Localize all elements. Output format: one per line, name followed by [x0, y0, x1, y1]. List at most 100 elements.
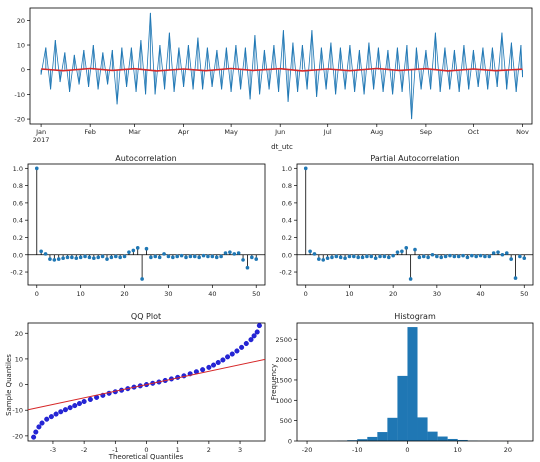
acf-marker — [78, 255, 83, 260]
acf-marker — [113, 254, 118, 259]
qq-ytick-label: 0 — [19, 381, 23, 389]
acf-marker — [153, 254, 158, 259]
acf-marker — [232, 252, 237, 256]
pacf-marker — [373, 256, 378, 261]
hist-bar — [347, 440, 358, 441]
pacf-marker — [518, 254, 522, 259]
qq-ytick-label: 20 — [15, 330, 23, 338]
acf-marker — [175, 254, 180, 259]
pacf-marker — [321, 258, 326, 262]
acf-marker — [250, 255, 254, 260]
pacf-marker — [474, 254, 478, 259]
pacf-xtick-label: 40 — [476, 290, 484, 298]
pacf-marker — [491, 251, 496, 255]
acf-panel: Autocorrelation -0.2 0.0 0.2 0.4 0.6 0.8 1.0 0 1… — [10, 154, 266, 298]
qq-reference-line — [27, 358, 266, 411]
qq-xtick-label: -3 — [50, 446, 56, 454]
pacf-marker — [483, 254, 487, 259]
acf-marker — [100, 254, 105, 259]
qq-point — [211, 362, 217, 368]
qq-point — [234, 348, 240, 354]
pacf-ytick-label: 0.2 — [282, 234, 292, 242]
qq-point — [36, 424, 42, 430]
acf-marker — [166, 254, 171, 259]
hist-ytick-label: 500 — [280, 417, 292, 425]
pacf-marker — [413, 247, 417, 252]
acf-marker — [96, 255, 101, 260]
timeseries-xtick-label: Jun — [274, 128, 285, 136]
hist-ylabel: Frequency — [270, 364, 278, 400]
acf-marker — [162, 252, 166, 256]
qq-ytick-label: 10 — [15, 355, 23, 363]
timeseries-ytick-label: 10 — [17, 42, 25, 50]
hist-panel: Histogram Frequency 0 500 1000 1500 2000 2500… — [270, 312, 534, 454]
timeseries-xtick-label: Apr — [178, 128, 190, 136]
qq-panel: QQ Plot Theoretical Quantiles Sample Qua… — [5, 312, 266, 461]
acf-marker — [223, 251, 228, 255]
pacf-frame — [296, 163, 534, 286]
acf-xtick-label: 40 — [208, 290, 216, 298]
hist-bar — [407, 327, 418, 441]
pacf-marker — [369, 254, 374, 259]
pacf-marker — [513, 276, 518, 280]
qq-ytick-label: -20 — [12, 432, 23, 440]
qq-point — [248, 337, 254, 343]
timeseries-xtick-label: Jul — [323, 128, 332, 136]
pacf-xtick-label: 30 — [433, 290, 441, 298]
pacf-marker — [456, 254, 461, 259]
pacf-marker — [435, 254, 439, 259]
pacf-marker — [461, 253, 465, 258]
acf-marker — [201, 253, 206, 258]
acf-marker — [245, 265, 250, 270]
acf-marker — [65, 255, 70, 260]
pacf-marker — [496, 250, 500, 254]
acf-marker — [127, 250, 131, 254]
hist-ytick-label: 2000 — [275, 356, 292, 364]
hist-bar — [367, 436, 378, 441]
acf-marker — [92, 256, 96, 261]
pacf-marker — [395, 250, 400, 254]
qq-point — [81, 398, 87, 404]
acf-marker — [52, 258, 57, 262]
pacf-marker — [478, 253, 483, 258]
qq-point — [53, 411, 59, 417]
qq-xtick-label: -1 — [112, 446, 118, 454]
acf-marker — [56, 257, 61, 261]
pacf-marker — [325, 256, 330, 261]
acf-marker — [197, 255, 201, 260]
pacf-marker — [465, 255, 470, 260]
pacf-marker — [421, 254, 426, 259]
qq-point — [67, 405, 73, 411]
hist-xtick-label: 10 — [454, 446, 462, 454]
acf-marker — [135, 246, 140, 250]
qq-point — [87, 396, 93, 402]
pacf-marker — [360, 255, 365, 260]
pacf-ytick-label: -0.2 — [279, 269, 292, 277]
timeseries-xtick-label: Mar — [128, 128, 141, 136]
qq-ylabel: Sample Quantiles — [5, 354, 13, 416]
qq-point — [229, 351, 235, 357]
acf-ytick-label: 0.6 — [13, 199, 23, 207]
qq-point — [72, 403, 78, 409]
pacf-marker — [430, 252, 435, 257]
qq-point — [76, 401, 82, 407]
timeseries-xtick-label: Oct — [468, 128, 480, 136]
qq-point — [251, 333, 257, 339]
qq-point — [39, 420, 45, 426]
timeseries-frame — [29, 7, 533, 125]
pacf-marker — [509, 257, 513, 261]
qq-point — [33, 429, 39, 435]
acf-marker — [157, 255, 162, 260]
pacf-marker — [400, 249, 404, 254]
timeseries-xlabel: dt_utc — [271, 143, 293, 151]
qq-point — [243, 341, 249, 347]
pacf-ytick-label: 0.0 — [282, 251, 292, 259]
pacf-xtick-label: 50 — [520, 290, 528, 298]
acf-marker — [206, 254, 210, 259]
acf-marker — [171, 255, 175, 260]
acf-marker — [34, 166, 39, 171]
acf-marker — [140, 277, 144, 281]
acf-marker — [236, 251, 241, 255]
